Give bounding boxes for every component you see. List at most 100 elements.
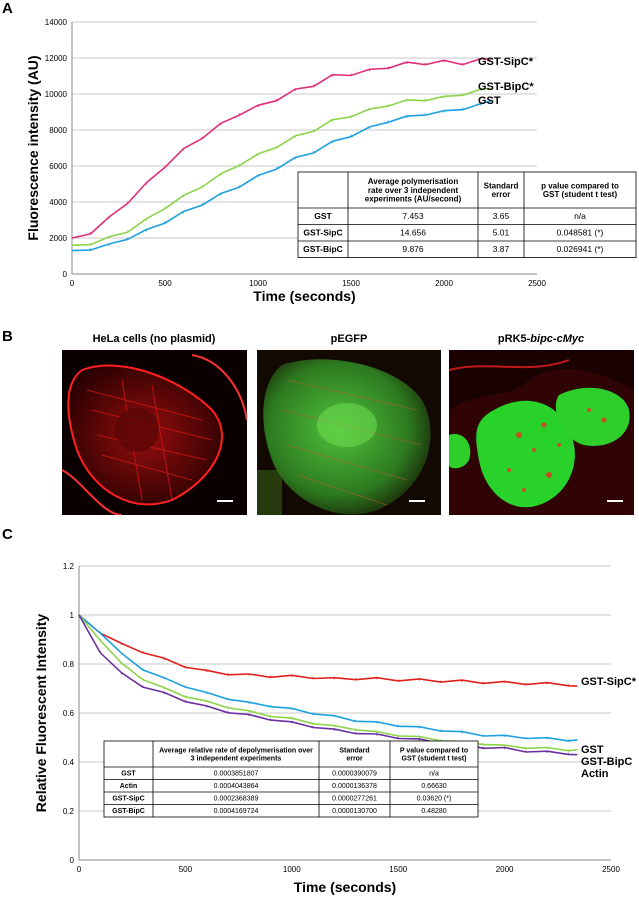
- chart-c-series-1-point: [355, 719, 357, 721]
- chart-a-series-line-2: [71, 100, 491, 252]
- chart-c-y-tick-label: 1: [70, 611, 75, 620]
- micrograph-label-prk5: pRK5-bipc-cMyc: [449, 333, 633, 345]
- chart-c-table-header-line: Standard: [339, 748, 369, 755]
- chart-a-series-0-point: [350, 73, 352, 75]
- chart-c-depolymerisation: 0 0.2 0.4 0.6 0.8 1 1.2 0 500 1000 1500 2000 2500 Tim…: [33, 562, 637, 895]
- chart-c-series-1-point: [99, 631, 101, 633]
- chart-a-table-header-1: Average polymerisation rate over 3 indepe…: [365, 177, 462, 204]
- chart-a-series-1-point: [108, 237, 110, 239]
- chart-a-series-0-point: [220, 124, 222, 126]
- chart-c-series-0-point: [567, 684, 570, 686]
- chart-c-series-1-point: [546, 738, 548, 740]
- chart-a-series-2-point: [220, 194, 222, 196]
- chart-c-y-tick-label: 0.6: [63, 709, 75, 718]
- chart-a-y-tick-label: 10000: [45, 90, 68, 99]
- chart-a-table-header-line: experiments (AU/second): [365, 195, 462, 204]
- chart-a-y-tick-label: 8000: [49, 126, 67, 135]
- micrograph-prk5-bipc: [449, 350, 634, 515]
- chart-a-table-cell: 7.453: [402, 211, 424, 221]
- chart-c-series-line-1: [78, 614, 578, 742]
- chart-a-series-2-point: [369, 127, 371, 129]
- chart-a-series-2-point: [294, 158, 296, 160]
- chart-a-series-2-point: [183, 212, 185, 214]
- chart-c-table-cell: 0.0003851807: [214, 771, 259, 778]
- chart-c-table-cell: 0.66630: [421, 783, 446, 790]
- chart-c-x-tick-label: 2500: [602, 865, 620, 874]
- chart-c-series-3-point: [78, 614, 80, 616]
- chart-a-series-1-point: [489, 88, 492, 90]
- chart-a-series-line-0: [71, 57, 491, 239]
- chart-c-series-line-0: [78, 614, 578, 687]
- chart-a-series-1-point: [145, 219, 147, 221]
- chart-a-series-0-point: [238, 113, 240, 115]
- chart-a-series-0-point: [71, 237, 73, 239]
- chart-a-series-1-point: [183, 196, 185, 198]
- chart-a-series-2-point: [331, 142, 333, 144]
- chart-c-table-cell: 0.0004169724: [214, 808, 259, 815]
- chart-c-series-1-point: [397, 724, 399, 726]
- chart-c-table-cell: 0.0000136378: [332, 783, 377, 790]
- chart-a-series-1-point: [387, 104, 389, 106]
- chart-c-series-3-point: [333, 729, 335, 731]
- chart-c-series-1-point: [312, 712, 314, 714]
- chart-a-series-1-point: [350, 115, 352, 117]
- chart-a-series-0-point: [313, 84, 315, 86]
- chart-c-series-1-point: [482, 734, 484, 736]
- chart-a-table-header-line: GST (student t test): [543, 190, 618, 199]
- chart-c-x-tick-label: 1500: [389, 865, 407, 874]
- chart-a-table-header-line: p value compared to: [541, 181, 619, 190]
- chart-a-series-2-point: [164, 221, 166, 223]
- chart-c-series-2-point: [269, 714, 272, 717]
- chart-c-x-axis-label: Time (seconds): [294, 879, 396, 895]
- chart-a-series-0-point: [387, 66, 389, 68]
- panel-letter-b: B: [2, 328, 13, 345]
- chart-a-series-1-point: [369, 109, 371, 111]
- chart-c-series-2-point: [482, 743, 484, 745]
- chart-c-series-3-point: [269, 718, 272, 720]
- chart-a-series-1-point: [257, 154, 259, 156]
- chart-c-series-2-point: [440, 739, 442, 741]
- chart-a-series-2-point: [108, 244, 110, 246]
- chart-a-series-1-point: [424, 98, 426, 100]
- chart-a-table-cell: n/a: [574, 211, 586, 221]
- chart-c-y-tick-label: 0.8: [63, 660, 75, 669]
- chart-c-series-1-point: [120, 653, 123, 655]
- chart-c-series-3-point: [504, 747, 506, 750]
- chart-c-series-3-point: [163, 692, 165, 694]
- chart-c-series-2-point: [504, 745, 506, 747]
- chart-a-series-0-point: [201, 136, 203, 138]
- chart-c-series-2-point: [291, 718, 293, 720]
- chart-a-table: [297, 171, 637, 258]
- chart-c-series-1-point: [206, 692, 208, 694]
- chart-a-x-axis-label: Time (seconds): [253, 288, 355, 304]
- chart-c-series-2-point: [248, 711, 250, 713]
- chart-c-series-3-point: [206, 706, 208, 708]
- chart-c-table-cell: 0.0000130700: [332, 808, 377, 815]
- chart-c-series-2-point: [142, 678, 144, 680]
- chart-a-y-tick-label: 6000: [49, 162, 67, 171]
- chart-a-table-header-line: error: [492, 190, 511, 199]
- chart-a-series-0-point: [127, 201, 129, 203]
- chart-c-series-3-point: [376, 734, 378, 736]
- micrograph-hela-image: [62, 350, 247, 515]
- chart-c-series-1-point: [269, 705, 272, 707]
- chart-c-series-2-point: [333, 725, 335, 728]
- chart-c-series-0-point: [184, 665, 186, 668]
- micrograph-hela-actin: [62, 350, 247, 515]
- chart-c-series-3-point: [525, 750, 527, 752]
- chart-c-series-0-point: [397, 679, 399, 681]
- chart-a-table-cell: 3.65: [493, 211, 510, 221]
- chart-a-series-2-point: [406, 116, 408, 118]
- chart-a-table-cell: 3.87: [493, 244, 510, 254]
- chart-c-series-1-point: [163, 678, 165, 680]
- chart-c-table-cell: 0.0004043864: [214, 783, 259, 790]
- chart-a-y-tick-label: 4000: [49, 198, 67, 207]
- chart-a-series-0-point: [145, 183, 147, 185]
- chart-a-series-1-point: [220, 174, 222, 176]
- chart-c-series-line-2: [78, 614, 578, 752]
- chart-c-table-header-line: 3 independent experiments: [191, 755, 282, 762]
- chart-c-series-0-point: [291, 675, 293, 677]
- chart-a-series-1-point: [238, 163, 240, 165]
- chart-c-table-cell: n/a: [429, 771, 439, 778]
- chart-c-series-0-point: [504, 681, 506, 683]
